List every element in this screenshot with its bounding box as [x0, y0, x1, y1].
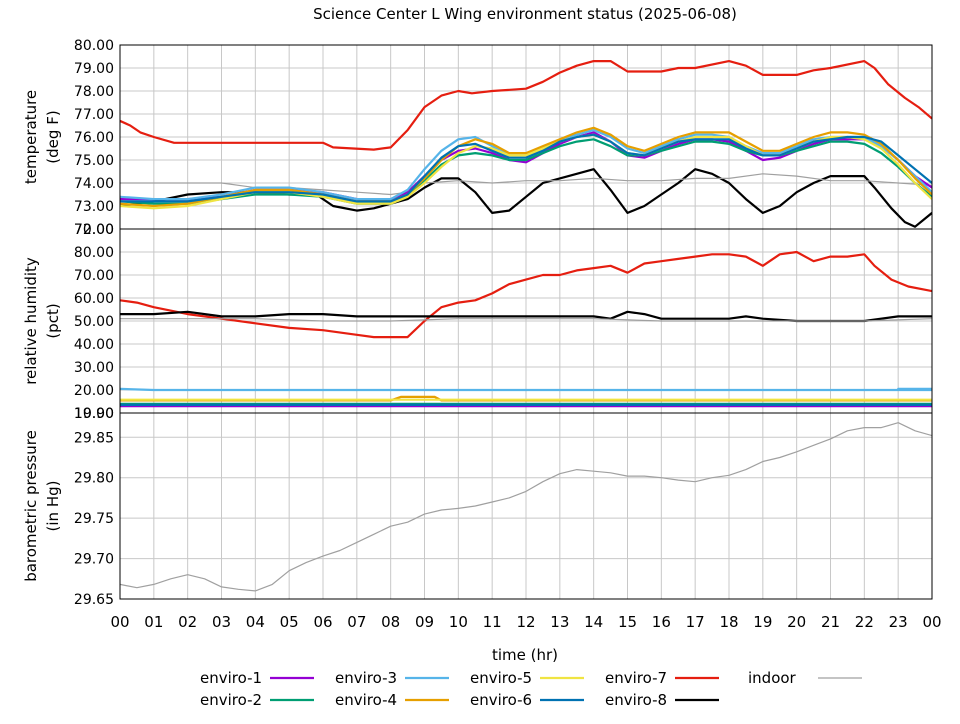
- x-tick-label: 14: [584, 613, 603, 631]
- x-tick-label: 03: [212, 613, 231, 631]
- panel-temperature: 73.00 74.00 75.00 76.00 77.00 78.00 79.00 80.00…: [22, 38, 933, 238]
- legend-label-enviro-4: enviro-4: [335, 691, 397, 709]
- series-temperature-enviro-3: [120, 129, 932, 201]
- series-temperature-enviro-8: [120, 168, 932, 228]
- x-tick-label: 00: [110, 613, 129, 631]
- y-tick-label: 29.70: [74, 552, 114, 568]
- legend-label-enviro-8: enviro-8: [605, 691, 667, 709]
- y-tick-label: 29.65: [74, 592, 114, 608]
- y-tick-label: 74.00: [74, 176, 114, 192]
- y-tick-label: 70.00: [74, 268, 114, 284]
- y-tick-label: 80.00: [74, 38, 114, 54]
- y-tick-label: 73.00: [74, 199, 114, 215]
- y-tick-label: 77.00: [74, 107, 114, 123]
- x-tick-label: 20: [787, 613, 806, 631]
- legend: enviro-1 enviro-2 enviro-3 enviro-4 enviro-5…: [200, 669, 862, 709]
- y-tick-label: 50.00: [74, 314, 114, 330]
- y-tick-label: 29.80: [74, 471, 114, 487]
- legend-label-enviro-1: enviro-1: [200, 669, 262, 687]
- panel-frame: [119, 412, 933, 600]
- y-tick-label-overlap: 70.00: [74, 222, 114, 238]
- x-tick-label: 23: [889, 613, 908, 631]
- chart-title: Science Center L Wing environment status…: [313, 5, 737, 23]
- x-tick-label: 22: [855, 613, 874, 631]
- series-humidity-enviro-8: [120, 310, 932, 323]
- series-temperature-enviro-6: [120, 133, 932, 203]
- y-axis-label-humidity: relative humidity (pct): [22, 257, 62, 385]
- x-tick-label: 05: [280, 613, 299, 631]
- series-humidity-enviro-7: [120, 250, 932, 339]
- x-tick-label: 09: [415, 613, 434, 631]
- x-tick-label: 10: [449, 613, 468, 631]
- panel-pressure: 29.65 29.70 29.75 29.80 29.85 barometric pres…: [22, 412, 933, 608]
- series-humidity-indoor: [120, 318, 932, 322]
- y-tick-label: 40.00: [74, 337, 114, 353]
- y-tick-label: 76.00: [74, 130, 114, 146]
- legend-label-enviro-5: enviro-5: [470, 669, 532, 687]
- y-tick-label: 29.85: [74, 430, 114, 446]
- legend-label-enviro-3: enviro-3: [335, 669, 397, 687]
- y-tick-label: 80.00: [74, 245, 114, 261]
- x-tick-label: 17: [686, 613, 705, 631]
- x-tick-label: 11: [483, 613, 502, 631]
- x-tick-label: 02: [178, 613, 197, 631]
- series-humidity-enviro-3: [120, 387, 932, 392]
- x-tick-label: 12: [516, 613, 535, 631]
- x-axis-label: time (hr): [492, 646, 558, 664]
- x-tick-label: 08: [381, 613, 400, 631]
- x-tick-labels: 00 01 02 03 04 05 06 07 08 09 10 11 12 13 14 15 16 17 18 19…: [110, 613, 941, 631]
- x-tick-label: 00: [922, 613, 941, 631]
- y-axis-label-pressure: barometric pressure (in Hg): [22, 430, 62, 582]
- y-axis-label-temperature: temperature (deg F): [22, 90, 62, 184]
- legend-label-indoor: indoor: [748, 669, 797, 687]
- y-tick-label: 78.00: [74, 84, 114, 100]
- series-pressure-indoor: [120, 422, 932, 592]
- y-tick-label: 79.00: [74, 61, 114, 77]
- x-tick-label: 07: [347, 613, 366, 631]
- x-tick-label: 15: [618, 613, 637, 631]
- y-tick-label-overlap: 19.90: [74, 406, 114, 422]
- legend-label-enviro-2: enviro-2: [200, 691, 262, 709]
- y-tick-label: 30.00: [74, 360, 114, 376]
- x-tick-label: 18: [719, 613, 738, 631]
- y-tick-label: 75.00: [74, 153, 114, 169]
- x-tick-label: 04: [246, 613, 265, 631]
- x-tick-label: 06: [313, 613, 332, 631]
- legend-label-enviro-7: enviro-7: [605, 669, 667, 687]
- y-tick-label-overlap: 72.00: [74, 222, 114, 238]
- x-tick-label: 01: [144, 613, 163, 631]
- y-tick-label: 20.00: [74, 383, 114, 399]
- legend-label-enviro-6: enviro-6: [470, 691, 532, 709]
- x-tick-label: 13: [550, 613, 569, 631]
- x-tick-label: 16: [652, 613, 671, 631]
- series-temperature-enviro-7: [120, 59, 932, 151]
- x-tick-label: 21: [821, 613, 840, 631]
- y-tick-label-overlap: 10.00: [74, 406, 114, 422]
- x-tick-label: 19: [753, 613, 772, 631]
- y-tick-label: 29.75: [74, 511, 114, 527]
- panel-humidity: 20.00 30.00 40.00 50.00 60.00 70.00 80.00 10.00…: [22, 228, 933, 422]
- y-tick-label: 60.00: [74, 291, 114, 307]
